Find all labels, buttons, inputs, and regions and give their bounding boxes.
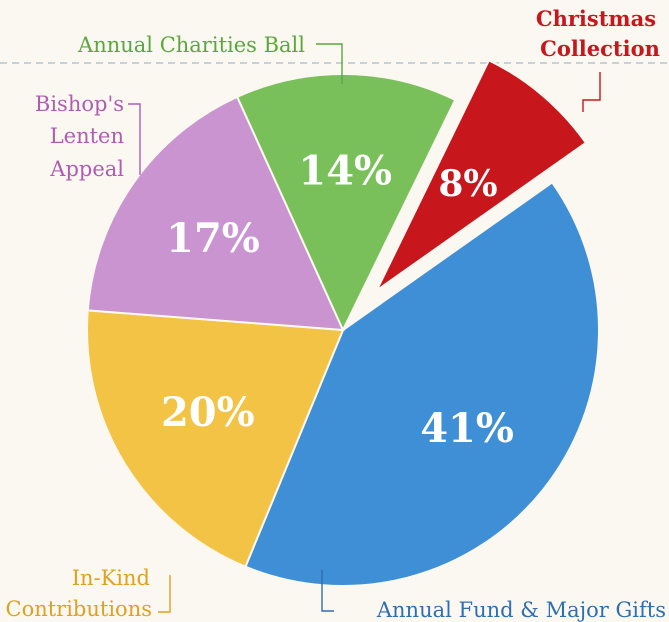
label-bishops-line2: Lenten [50,124,124,148]
pie-value-label: 41% [420,405,514,452]
pie-value-label: 20% [161,389,255,436]
leader-bishops [128,103,141,175]
pie-slice-in-kind-contributions [86,309,345,568]
pie-value-label: 17% [166,215,260,262]
label-bishops-line1: Bishop's [35,92,124,116]
pie-slice-annual-charities-ball [235,73,457,333]
label-christmas-line2: Collection [540,36,660,61]
label-christmas-collection: Christmas Collection [536,6,660,112]
pie-value-label: 8% [438,163,497,205]
pie-value-label: 14% [298,147,392,194]
leader-in-kind [158,575,171,613]
leader-christmas [582,72,601,112]
pie-slice-christmas-collection [375,58,588,292]
label-bishops-lenten-appeal: Bishop's Lenten Appeal [35,92,141,181]
leader-charities-ball [316,43,343,84]
label-in-kind-contributions: In-Kind Contributions [6,566,171,621]
pie-slices [86,58,600,587]
label-annual-charities-ball: Annual Charities Ball [77,33,343,84]
label-in-kind-line1: In-Kind [72,566,150,590]
pie-slice-annual-fund-major-gifts [244,181,600,587]
pie-slice-bishop-s-lenten-appeal [86,95,345,332]
leader-annual-fund [321,570,334,612]
label-bishops-line3: Appeal [49,157,124,181]
label-annual-fund: Annual Fund & Major Gifts [321,570,666,622]
label-christmas-line1: Christmas [536,6,656,31]
percent-labels: 8% 41% 20% 17% 14% [161,147,514,452]
label-charities-ball: Annual Charities Ball [77,33,305,57]
label-in-kind-line2: Contributions [6,597,153,621]
label-annual-fund-text: Annual Fund & Major Gifts [376,598,666,622]
